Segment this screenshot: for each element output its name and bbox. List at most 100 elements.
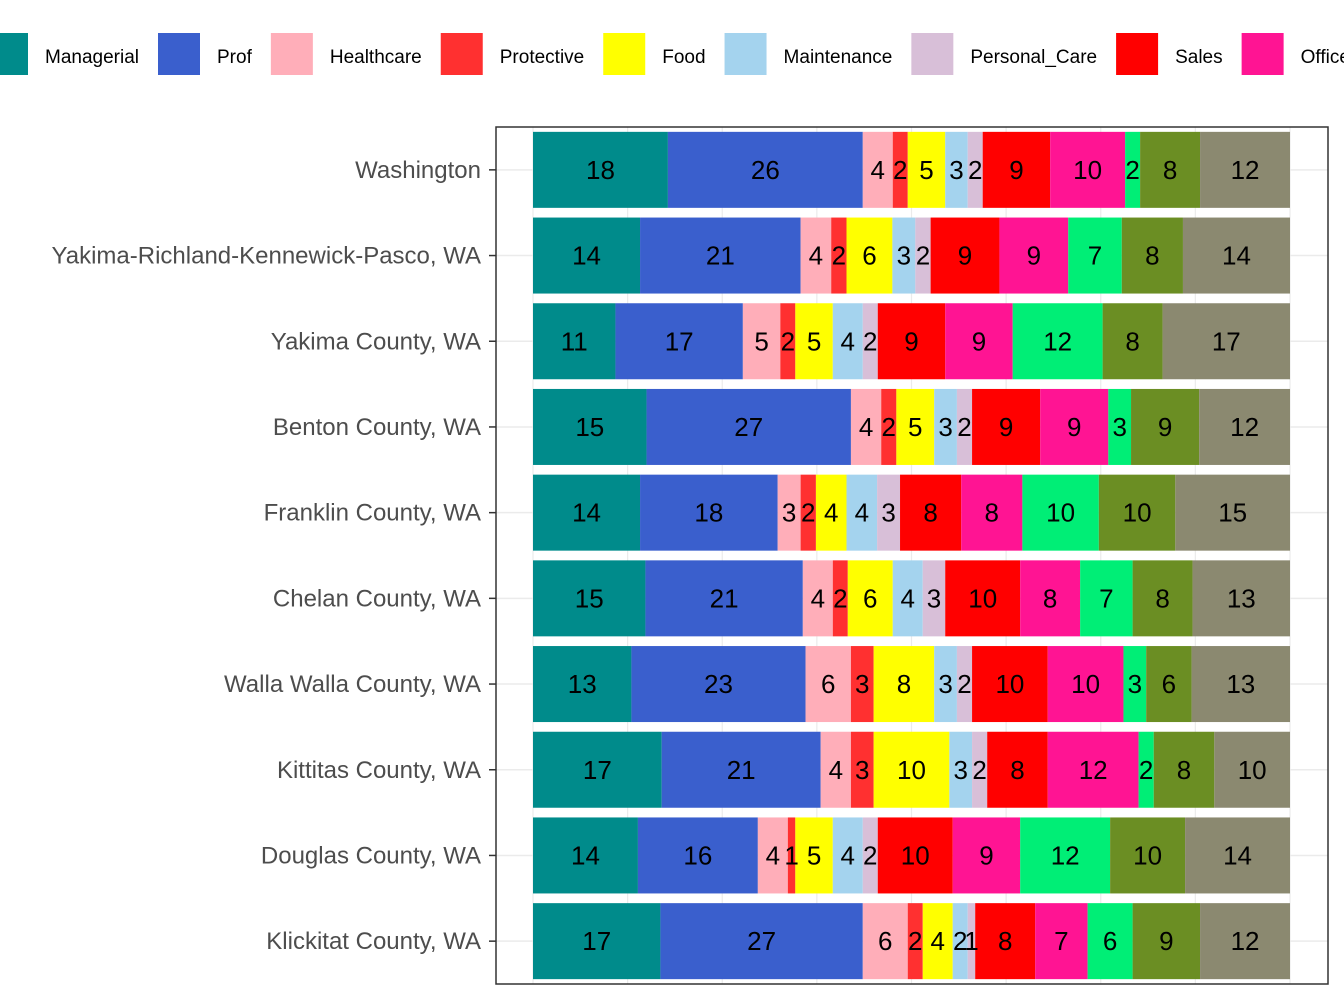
bar-segment-walla-walla-county-wa-office	[1047, 646, 1124, 723]
bar-segment-yakima-richland-kennewick-pasco-wa-office	[999, 217, 1069, 294]
bar-segment-chelan-county-wa-office	[1020, 560, 1081, 637]
bar-segment-klickitat-county-wa-office	[1035, 903, 1088, 980]
data-label: 3	[938, 412, 952, 442]
data-label: 10	[1073, 155, 1102, 185]
data-label: 4	[841, 326, 855, 356]
data-label: 1	[964, 926, 978, 956]
y-tick-label: Douglas County, WA	[261, 842, 481, 869]
bar-segment-kittitas-county-wa-maintenance	[949, 731, 973, 808]
bar-segment-klickitat-county-wa-series-10	[1087, 903, 1133, 980]
bar-segment-yakima-richland-kennewick-pasco-wa-personal-care	[915, 217, 931, 294]
bar-segment-yakima-county-wa-sales	[877, 303, 946, 380]
data-label: 13	[1227, 583, 1256, 613]
bar-segment-klickitat-county-wa-series-12	[1200, 903, 1290, 980]
bar-segment-yakima-richland-kennewick-pasco-wa-maintenance	[892, 217, 916, 294]
data-label: 2	[953, 926, 967, 956]
data-label: 10	[1123, 498, 1152, 528]
bar-segment-klickitat-county-wa-series-11	[1132, 903, 1201, 980]
data-label: 2	[833, 583, 847, 613]
bar-segment-yakima-county-wa-healthcare	[742, 303, 781, 380]
bar-segment-yakima-richland-kennewick-pasco-wa-series-12	[1182, 217, 1290, 294]
bar-segment-yakima-county-wa-managerial	[533, 303, 616, 380]
legend-label-prof: Prof	[217, 47, 253, 68]
data-label: 15	[575, 583, 604, 613]
bar-segment-chelan-county-wa-personal-care	[922, 560, 946, 637]
data-label: 5	[919, 155, 933, 185]
legend-label-healthcare: Healthcare	[330, 47, 422, 68]
data-label: 14	[1223, 840, 1252, 870]
data-label: 17	[582, 926, 611, 956]
bar-segment-kittitas-county-wa-prof	[661, 731, 821, 808]
bar-segment-franklin-county-wa-prof	[640, 474, 778, 551]
data-label: 9	[904, 326, 918, 356]
legend-label-office: Office	[1301, 47, 1344, 68]
bar-segment-walla-walla-county-wa-maintenance	[934, 646, 957, 723]
bar-segment-chelan-county-wa-managerial	[533, 560, 646, 637]
bar-segment-douglas-county-wa-maintenance	[832, 817, 863, 894]
bar-segment-kittitas-county-wa-protective	[850, 731, 874, 808]
bar-segment-franklin-county-wa-maintenance	[846, 474, 878, 551]
data-label: 9	[972, 326, 986, 356]
data-label: 6	[878, 926, 892, 956]
data-label: 9	[1159, 926, 1173, 956]
bar-segment-douglas-county-wa-sales	[877, 817, 953, 894]
legend-swatch-food	[603, 33, 646, 75]
data-label: 3	[897, 241, 911, 271]
bar-segment-kittitas-county-wa-office	[1047, 731, 1139, 808]
data-label: 21	[706, 241, 735, 271]
data-label: 18	[586, 155, 615, 185]
bar-segment-benton-county-wa-healthcare	[850, 388, 882, 465]
bar-segment-yakima-richland-kennewick-pasco-wa-series-10	[1068, 217, 1122, 294]
bar-segment-yakima-richland-kennewick-pasco-wa-managerial	[533, 217, 641, 294]
data-label: 18	[694, 498, 723, 528]
data-label: 2	[781, 326, 795, 356]
data-label: 23	[704, 669, 733, 699]
data-label: 10	[901, 840, 930, 870]
data-label: 9	[999, 412, 1013, 442]
bar-segment-douglas-county-wa-personal-care	[862, 817, 878, 894]
data-label: 21	[710, 583, 739, 613]
data-label: 6	[862, 241, 876, 271]
bar-segment-yakima-county-wa-personal-care	[862, 303, 878, 380]
data-label: 3	[953, 755, 967, 785]
data-label: 13	[1226, 669, 1255, 699]
bar-segment-benton-county-wa-maintenance	[934, 388, 957, 465]
bar-segment-chelan-county-wa-sales	[945, 560, 1021, 637]
data-label: 10	[1046, 498, 1075, 528]
data-label: 2	[893, 155, 907, 185]
bar-segment-kittitas-county-wa-personal-care	[972, 731, 988, 808]
data-label: 10	[968, 583, 997, 613]
data-label: 4	[930, 926, 944, 956]
bar-segment-franklin-county-wa-series-10	[1022, 474, 1099, 551]
data-label: 8	[1145, 241, 1159, 271]
data-label: 2	[1139, 755, 1153, 785]
bar-segment-franklin-county-wa-sales	[900, 474, 962, 551]
bar-segment-kittitas-county-wa-series-11	[1153, 731, 1215, 808]
bar-segment-chelan-county-wa-food	[847, 560, 893, 637]
data-label: 2	[908, 926, 922, 956]
data-label: 21	[727, 755, 756, 785]
data-label: 8	[1043, 583, 1057, 613]
data-label: 2	[968, 155, 982, 185]
data-label: 3	[855, 755, 869, 785]
data-label: 3	[881, 498, 895, 528]
legend-label-personal-care: Personal_Care	[970, 47, 1097, 68]
data-label: 9	[1067, 412, 1081, 442]
data-label: 3	[855, 669, 869, 699]
legend: Managerial Prof Healthcare Protective Food Ma…	[0, 33, 1344, 75]
data-label: 4	[811, 583, 825, 613]
bar-segment-walla-walla-county-wa-managerial	[533, 646, 632, 723]
data-label: 10	[1071, 669, 1100, 699]
data-label: 3	[938, 669, 952, 699]
bar-segment-chelan-county-wa-healthcare	[802, 560, 833, 637]
bar-segment-benton-county-wa-series-10	[1108, 388, 1132, 465]
bar-segment-franklin-county-wa-managerial	[533, 474, 641, 551]
bar-segment-benton-county-wa-office	[1040, 388, 1109, 465]
data-label: 2	[972, 755, 986, 785]
bar-segment-chelan-county-wa-maintenance	[892, 560, 923, 637]
bar-segment-walla-walla-county-wa-prof	[631, 646, 806, 723]
data-label: 3	[1128, 669, 1142, 699]
bar-segment-franklin-county-wa-series-11	[1098, 474, 1176, 551]
data-label: 10	[995, 669, 1024, 699]
bar-segment-klickitat-county-wa-prof	[660, 903, 863, 980]
